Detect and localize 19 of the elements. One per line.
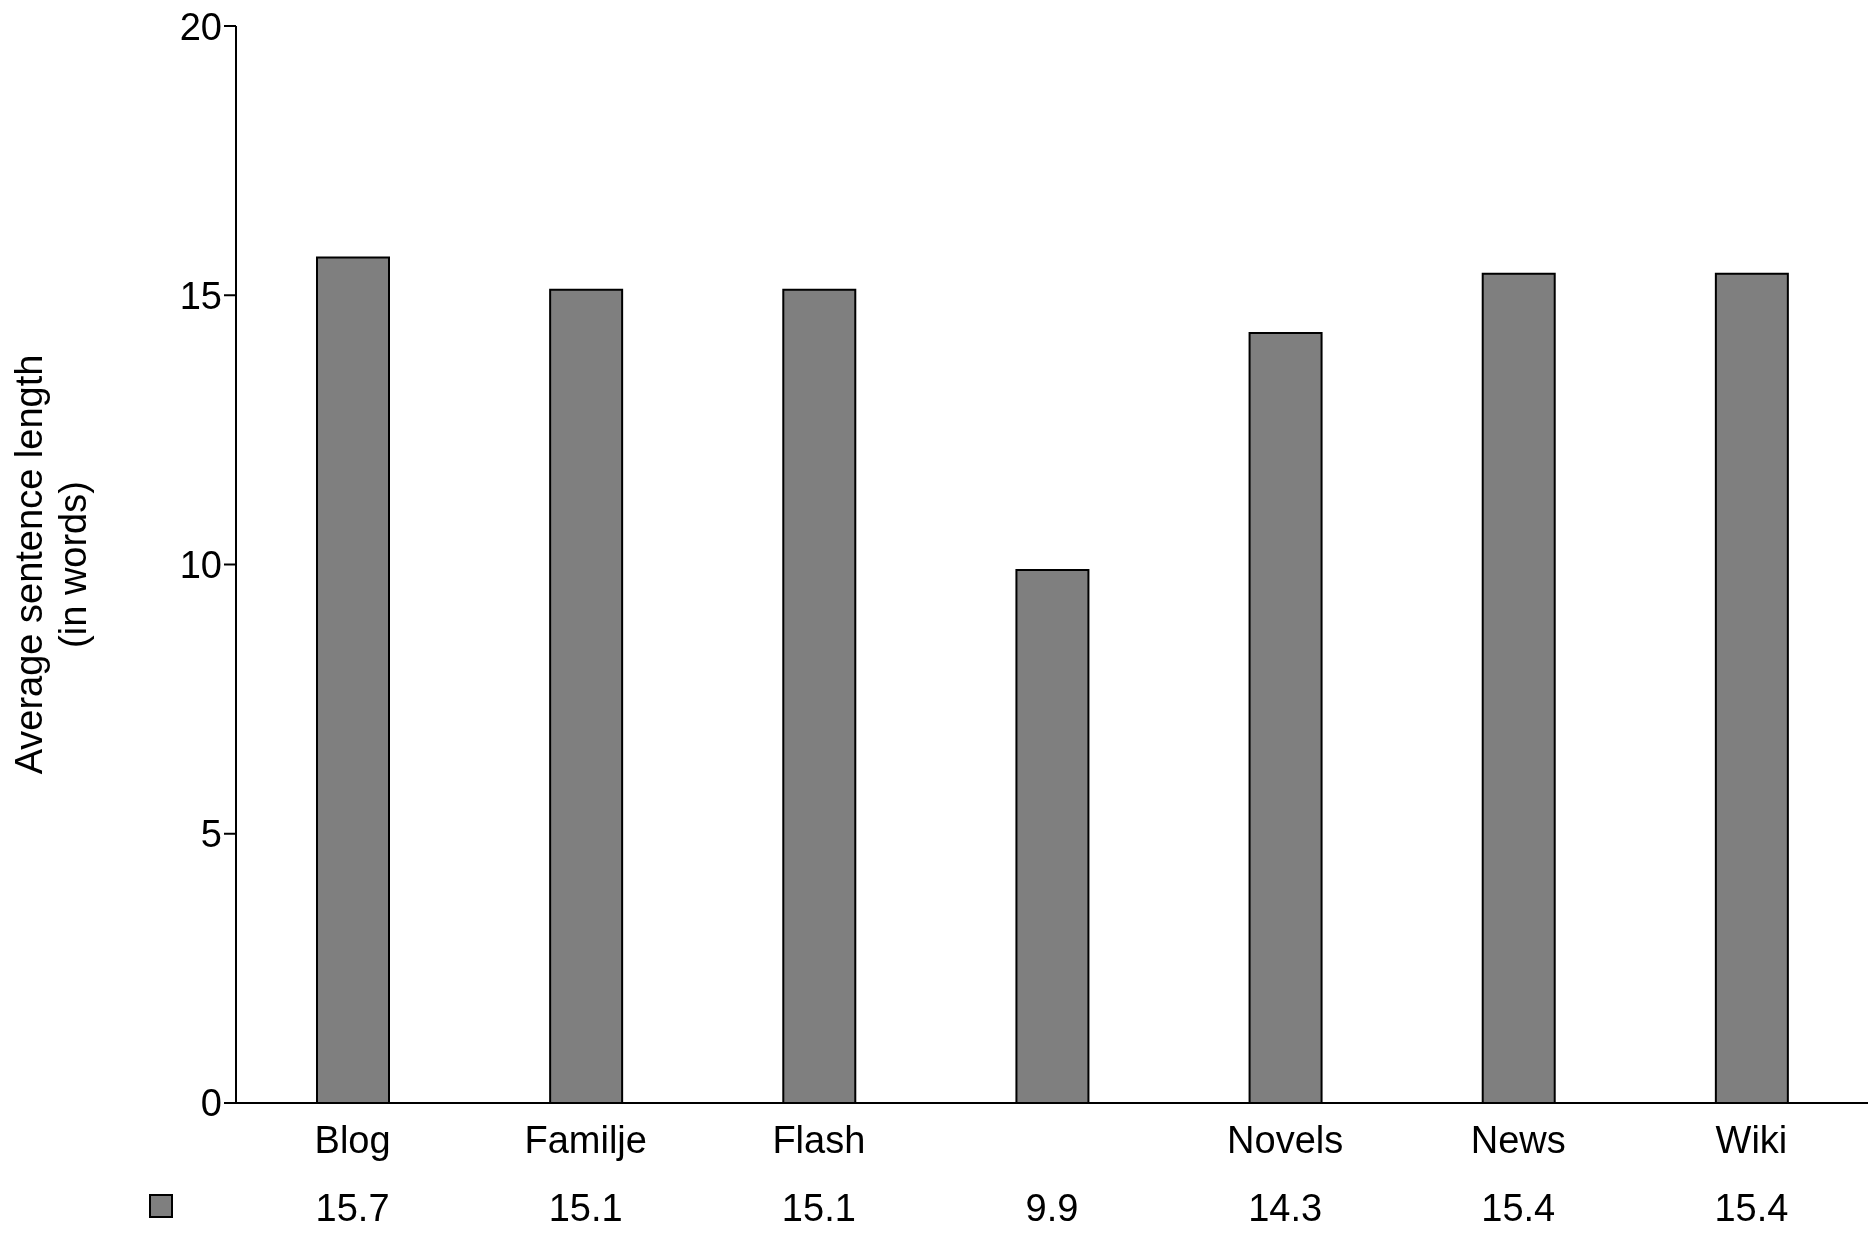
data-label: 15.4 <box>1714 1187 1789 1229</box>
data-label: 9.9 <box>1025 1187 1079 1229</box>
y-axis-title: Average sentence length (in words) <box>8 354 94 775</box>
y-tick-label: 5 <box>200 813 222 856</box>
data-label: 15.7 <box>315 1187 390 1229</box>
data-label: 15.4 <box>1481 1187 1556 1229</box>
x-tick-label: Wiki <box>1715 1119 1788 1161</box>
x-tick-label: Flash <box>772 1119 866 1161</box>
x-tick-label: Novels <box>1227 1119 1344 1161</box>
data-label: 15.1 <box>781 1187 856 1229</box>
y-tick-label: 10 <box>179 543 222 586</box>
x-tick-label: Blog <box>314 1119 391 1161</box>
x-tick-label: Familje <box>524 1119 647 1161</box>
x-tick-label: News <box>1470 1119 1566 1161</box>
y-tick-label: 0 <box>200 1082 222 1125</box>
y-tick-label: 20 <box>179 5 222 48</box>
data-label: 14.3 <box>1248 1187 1323 1229</box>
data-label: 15.1 <box>548 1187 623 1229</box>
y-tick-label: 15 <box>179 274 222 317</box>
